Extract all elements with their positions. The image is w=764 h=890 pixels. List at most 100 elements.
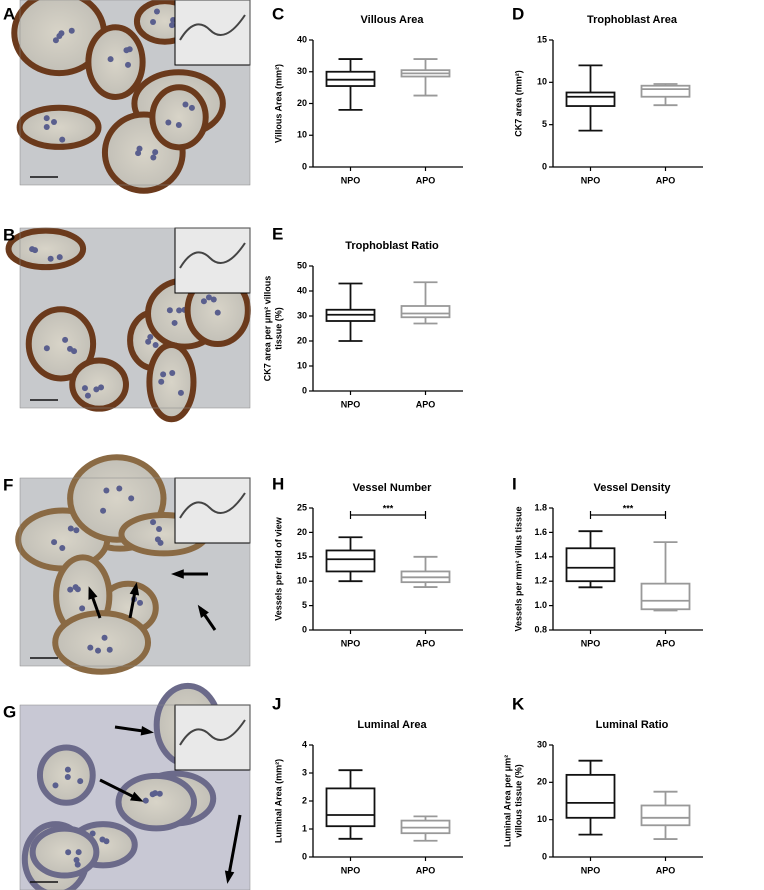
y-tick-label: 20 [297, 98, 307, 108]
y-tick-label: 1.8 [534, 502, 547, 512]
nucleus [128, 495, 135, 502]
y-tick-label: 40 [297, 34, 307, 44]
y-axis-label: tissue (%) [273, 307, 283, 350]
box [640, 804, 691, 827]
nucleus [176, 307, 183, 314]
arrow-head [171, 569, 184, 579]
nucleus [58, 30, 65, 37]
x-tick-label: NPO [581, 865, 601, 875]
y-axis-label: Vessels per mm² villus tissue [513, 506, 523, 631]
chart: E Trophoblast Ratio CK7 area per μm² villo… [262, 224, 463, 409]
panel-letter: D [512, 4, 524, 23]
inset-tissue [179, 492, 246, 519]
y-axis-label: CK7 area per μm² villous [262, 276, 272, 382]
nucleus [150, 154, 157, 161]
arrow-head [130, 791, 144, 802]
nucleus [157, 539, 164, 546]
nucleus [137, 599, 144, 606]
nucleus [59, 136, 66, 143]
nucleus [171, 319, 178, 326]
nucleus [123, 47, 130, 54]
nucleus [79, 605, 86, 612]
nucleus [59, 544, 66, 551]
villus [29, 825, 100, 879]
y-tick-label: 1 [302, 823, 307, 833]
y-tick-label: 30 [297, 66, 307, 76]
nucleus [153, 8, 160, 15]
y-axis-label: CK7 area (mm²) [513, 70, 523, 137]
chart-title: Trophoblast Area [587, 14, 678, 26]
nucleus [73, 856, 80, 863]
nucleus [74, 861, 81, 868]
nucleus [50, 119, 57, 126]
box [565, 773, 616, 819]
y-axis-label: Vessels per field of view [273, 516, 283, 621]
micrograph [19, 682, 251, 890]
x-tick-label: NPO [581, 638, 601, 648]
frame [19, 227, 251, 409]
inset-tissue [179, 14, 246, 41]
nucleus [169, 22, 176, 29]
arrow-head [140, 726, 154, 736]
x-tick-label: APO [416, 638, 436, 648]
panel-letter: K [512, 694, 525, 713]
y-tick-label: 10 [537, 77, 547, 87]
y-tick-label: 20 [297, 335, 307, 345]
nucleus [135, 150, 142, 157]
box [640, 84, 691, 98]
villus [52, 610, 152, 675]
nucleus [158, 378, 165, 385]
nucleus [56, 254, 63, 261]
box [325, 787, 376, 828]
villus [85, 24, 146, 100]
chart: C Villous Area Villous Area (mm²) 0 10 20 30 40… [272, 4, 463, 185]
micrograph [5, 227, 251, 423]
nucleus [87, 644, 94, 651]
nucleus [32, 247, 39, 254]
y-tick-label: 0 [542, 161, 547, 171]
y-tick-label: 5 [302, 600, 307, 610]
chart: H Vessel Number Vessels per field of view 0… [272, 474, 463, 648]
y-tick-label: 40 [297, 285, 307, 295]
panel-letter: E [272, 224, 283, 243]
y-tick-label: 10 [297, 360, 307, 370]
villus [146, 342, 197, 423]
y-tick-label: 4 [302, 739, 307, 749]
nucleus [43, 124, 50, 131]
y-tick-label: 0 [302, 851, 307, 861]
y-tick-label: 10 [297, 576, 307, 586]
y-tick-label: 0 [302, 624, 307, 634]
nucleus [182, 101, 189, 108]
x-tick-label: APO [656, 175, 676, 185]
y-tick-label: 20 [297, 527, 307, 537]
villus [16, 104, 102, 150]
nucleus [81, 385, 88, 392]
nucleus [65, 849, 72, 856]
inset-tissue [179, 242, 246, 269]
nucleus [156, 525, 163, 532]
villus [5, 227, 87, 271]
nucleus [152, 342, 159, 349]
panel-letter: I [512, 474, 517, 493]
y-tick-label: 50 [297, 260, 307, 270]
y-tick-label: 2 [302, 795, 307, 805]
box [565, 91, 616, 107]
significance-label: *** [623, 503, 634, 513]
x-tick-label: APO [416, 865, 436, 875]
nucleus [64, 773, 71, 780]
nucleus [71, 348, 78, 355]
y-tick-label: 3 [302, 767, 307, 777]
x-tick-label: APO [416, 175, 436, 185]
y-tick-label: 1.6 [534, 527, 547, 537]
chart: J Luminal Area Luminal Area (mm²) 0 1 2 3 4 NPO A… [272, 694, 463, 875]
frame [19, 0, 251, 186]
x-tick-label: NPO [581, 175, 601, 185]
nucleus [200, 298, 207, 305]
nucleus [43, 115, 50, 122]
micrograph [11, 0, 251, 194]
y-tick-label: 0.8 [534, 624, 547, 634]
nucleus [62, 336, 69, 343]
nucleus [101, 634, 108, 641]
box [325, 549, 376, 573]
